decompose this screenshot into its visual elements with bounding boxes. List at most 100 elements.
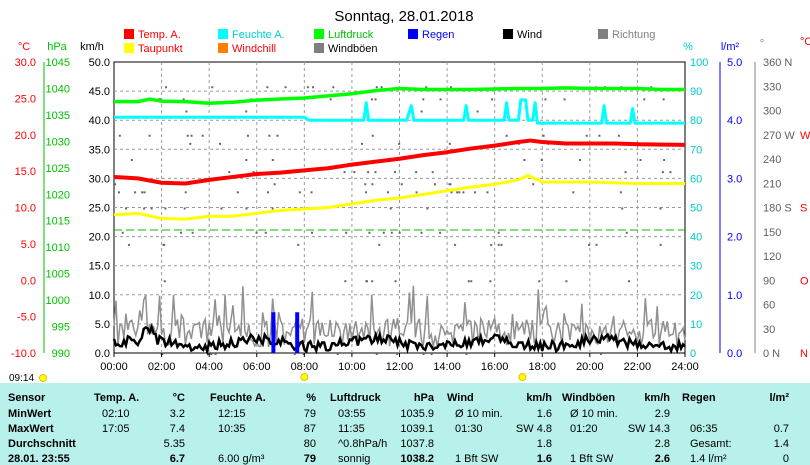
direction-point bbox=[245, 110, 248, 113]
temp-tick: 15.0 bbox=[15, 166, 36, 178]
direction-point bbox=[467, 280, 470, 283]
direction-point bbox=[462, 191, 465, 194]
legend-label: Temp. A. bbox=[138, 29, 181, 41]
stats-cell: Gesamt: bbox=[690, 438, 732, 450]
direction-tick: 300 bbox=[763, 106, 781, 118]
legend-swatch bbox=[314, 29, 324, 39]
stats-header-humidity: Feuchte A. bbox=[210, 392, 266, 404]
direction-point bbox=[585, 134, 588, 137]
temp-tick: 10.0 bbox=[15, 203, 36, 215]
stats-value: 6.7 bbox=[169, 453, 185, 465]
direction-point bbox=[454, 243, 457, 246]
direction-point bbox=[422, 353, 425, 355]
stats-value: 1035.9 bbox=[400, 408, 434, 420]
stats-value: 0 bbox=[782, 453, 789, 465]
direction-tick: 330 bbox=[763, 81, 781, 93]
direction-point bbox=[165, 86, 168, 89]
series-temp--a- bbox=[113, 138, 686, 186]
direction-point bbox=[639, 159, 642, 161]
stats-value: 3.2 bbox=[169, 408, 185, 420]
humidity-tick: 90 bbox=[690, 86, 702, 98]
stats-cell: ^0.8hPa/h bbox=[338, 438, 388, 450]
stats-value: 1.6 bbox=[536, 453, 552, 465]
wind-tick: 25.0 bbox=[89, 203, 110, 215]
stats-header-rain-unit: l/m² bbox=[769, 392, 789, 404]
stats-value: 1.8 bbox=[536, 438, 552, 450]
direction-point bbox=[246, 134, 249, 137]
top-right-fragment: °C bbox=[800, 36, 810, 48]
legend-label: Wind bbox=[517, 29, 542, 41]
direction-point bbox=[148, 134, 151, 137]
rain-unit: l/m² bbox=[721, 41, 740, 53]
direction-extra-tick: O bbox=[800, 275, 809, 287]
direction-point bbox=[336, 353, 339, 355]
direction-tick: 120 bbox=[763, 251, 781, 263]
direction-point bbox=[394, 280, 397, 283]
direction-point bbox=[114, 183, 117, 186]
direction-point bbox=[476, 110, 479, 113]
series-wind bbox=[112, 323, 686, 356]
stats-cell: 11:35 bbox=[338, 423, 365, 435]
direction-point bbox=[134, 191, 137, 194]
stats-cell: 06:35 bbox=[690, 423, 718, 435]
direction-point bbox=[214, 353, 217, 355]
direction-point bbox=[439, 98, 442, 101]
direction-point bbox=[360, 142, 363, 145]
direction-point bbox=[389, 207, 392, 210]
direction-point bbox=[374, 98, 377, 101]
pressure-tick: 1040 bbox=[46, 83, 70, 95]
stats-header-rain: Regen bbox=[682, 392, 716, 404]
direction-points bbox=[114, 86, 672, 355]
stats-row-label: MaxWert bbox=[8, 423, 54, 435]
temp-tick: -5.0 bbox=[17, 312, 36, 324]
time-tick: 14:00 bbox=[433, 361, 461, 373]
axis-units: °C hPa km/h% l/m² ° bbox=[18, 38, 764, 53]
stats-cell: Ø 10 min. bbox=[570, 408, 618, 420]
pressure-unit: hPa bbox=[47, 41, 67, 53]
direction-point bbox=[302, 353, 305, 355]
direction-point bbox=[245, 159, 248, 161]
direction-point bbox=[190, 134, 193, 137]
legend-swatch bbox=[314, 43, 324, 53]
direction-point bbox=[505, 134, 508, 137]
direction-point bbox=[345, 231, 348, 234]
wind-tick: 5.0 bbox=[95, 319, 110, 331]
stats-cell: 1 Bft SW bbox=[455, 453, 499, 465]
direction-extra-tick: W bbox=[800, 130, 810, 142]
stats-header-pressure-unit: hPa bbox=[413, 392, 434, 404]
direction-point bbox=[449, 86, 452, 89]
direction-point bbox=[572, 191, 575, 194]
stats-header-gust: Windböen bbox=[562, 392, 616, 404]
direction-point bbox=[367, 171, 370, 174]
direction-extra-tick: N bbox=[800, 348, 808, 360]
direction-point bbox=[394, 171, 397, 174]
humidity-tick: 60 bbox=[690, 173, 702, 185]
stats-cell: 10:35 bbox=[218, 423, 246, 435]
stats-cell: 01:20 bbox=[570, 423, 598, 435]
stats-header-wind: Wind bbox=[447, 392, 474, 404]
direction-point bbox=[624, 171, 627, 174]
humidity-tick: 30 bbox=[690, 261, 702, 273]
wind-tick: 40.0 bbox=[89, 115, 110, 127]
direction-point bbox=[370, 98, 373, 101]
direction-point bbox=[130, 159, 133, 161]
direction-point bbox=[189, 142, 192, 145]
direction-point bbox=[619, 191, 622, 194]
direction-point bbox=[375, 353, 378, 355]
direction-tick: 180 S bbox=[763, 203, 792, 215]
stats-value: 1.6 bbox=[536, 408, 552, 420]
stats-value: SW 4.8 bbox=[515, 423, 552, 435]
direction-tick: 90 bbox=[763, 275, 775, 287]
stats-table: Sensor Temp. A. °C Feuchte A.% Luftdruck hPa W… bbox=[0, 383, 810, 465]
direction-point bbox=[579, 159, 582, 161]
direction-point bbox=[497, 231, 500, 234]
stats-cell: 1 Bft SW bbox=[570, 453, 614, 465]
legend-label: Luftdruck bbox=[328, 29, 374, 41]
pressure-tick: 1035 bbox=[46, 110, 70, 122]
direction-point bbox=[382, 231, 385, 234]
direction-point bbox=[264, 231, 267, 234]
direction-point bbox=[273, 183, 276, 186]
direction-tick: 360 N bbox=[763, 57, 792, 69]
direction-point bbox=[293, 353, 296, 355]
pressure-tick: 990 bbox=[52, 348, 70, 360]
